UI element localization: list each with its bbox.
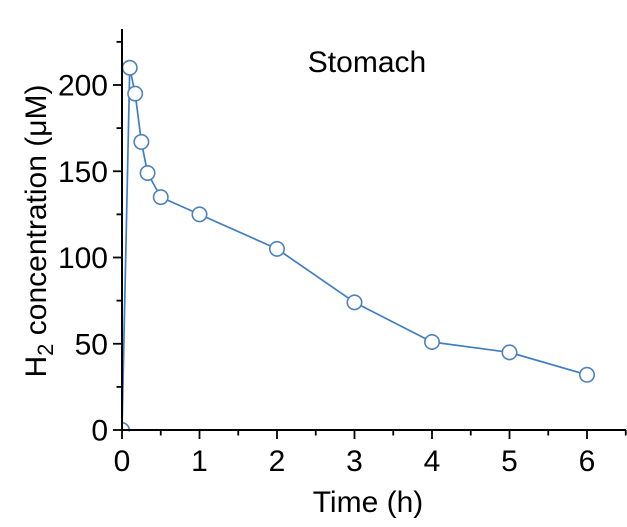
data-point-marker bbox=[152, 189, 169, 206]
data-point-marker bbox=[121, 59, 138, 76]
x-tick-label: 6 bbox=[579, 445, 596, 478]
x-tick-label: 2 bbox=[269, 445, 286, 478]
data-point-marker bbox=[191, 206, 208, 223]
x-tick-label: 5 bbox=[501, 445, 518, 478]
x-tick-label: 3 bbox=[346, 445, 363, 478]
y-tick-label: 150 bbox=[58, 156, 108, 189]
y-tick-label: 50 bbox=[75, 328, 108, 361]
data-point-marker bbox=[133, 133, 150, 150]
x-tick-label: 1 bbox=[191, 445, 208, 478]
y-tick-label: 200 bbox=[58, 70, 108, 103]
chart-title: Stomach bbox=[308, 46, 426, 79]
data-line bbox=[121, 66, 588, 431]
y-axis-label-subscript: 2 bbox=[33, 344, 58, 356]
data-point-marker bbox=[139, 164, 156, 181]
y-tick-label: 100 bbox=[58, 242, 108, 275]
y-axis-label-rest: concentration (μM) bbox=[20, 85, 53, 344]
x-axis-label: Time (h) bbox=[313, 486, 424, 519]
data-point-marker bbox=[578, 366, 595, 383]
axes bbox=[113, 29, 627, 439]
data-point-marker bbox=[127, 85, 144, 102]
x-tick-label: 0 bbox=[114, 445, 131, 478]
plot-area bbox=[121, 59, 595, 432]
y-tick-label: 0 bbox=[91, 415, 108, 448]
data-point-marker bbox=[346, 294, 363, 311]
data-point-marker bbox=[423, 334, 440, 351]
y-axis-label-main: H bbox=[20, 356, 53, 378]
data-point-marker bbox=[501, 344, 518, 361]
tick-labels: 0 1 2 3 4 5 6 0 50 100 150 200 bbox=[58, 70, 595, 479]
y-axis-label: H2 concentration (μM) bbox=[20, 85, 58, 378]
x-tick-label: 4 bbox=[424, 445, 441, 478]
data-point-marker bbox=[268, 240, 285, 257]
